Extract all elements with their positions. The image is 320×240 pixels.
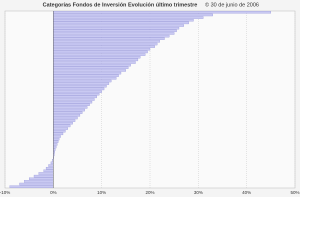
bar	[53, 137, 60, 141]
bar	[53, 82, 110, 85]
bar	[19, 182, 54, 186]
bar	[53, 16, 204, 19]
bar	[53, 127, 68, 130]
bar	[53, 37, 165, 40]
bar	[50, 161, 54, 165]
bar	[9, 185, 54, 188]
bar	[53, 87, 105, 91]
bar	[53, 63, 131, 67]
bar	[53, 114, 81, 117]
bar	[53, 79, 112, 83]
bar	[38, 172, 54, 175]
bar	[53, 19, 194, 22]
bar	[53, 95, 97, 99]
bar	[53, 24, 184, 27]
bar	[29, 177, 54, 180]
bar	[53, 143, 58, 146]
bar	[53, 145, 57, 149]
x-tick-label: 50%	[290, 190, 299, 195]
chart-title: Categorías Fondos de Inversión Evolución…	[43, 2, 198, 8]
bar	[43, 169, 54, 173]
bar	[45, 166, 54, 170]
bar	[53, 48, 151, 51]
bar	[53, 61, 136, 64]
bar	[53, 100, 93, 104]
x-tick-label: 10%	[97, 190, 106, 195]
bar	[53, 111, 83, 114]
bar	[53, 69, 126, 72]
bar	[53, 106, 88, 109]
bar	[53, 129, 66, 133]
bar	[53, 74, 119, 77]
bar	[53, 85, 107, 88]
bar	[53, 45, 155, 48]
bar	[53, 50, 148, 54]
bar	[53, 53, 146, 56]
bar	[53, 122, 73, 125]
x-tick-label: 30%	[194, 190, 203, 195]
bar	[53, 71, 122, 75]
bar	[53, 66, 129, 70]
bar	[53, 124, 71, 128]
bar	[53, 98, 95, 101]
bar	[53, 13, 213, 17]
bar	[24, 180, 54, 183]
chart-subtitle: © 30 de junio de 2006	[205, 1, 259, 8]
x-tick-label: 40%	[242, 190, 251, 195]
bar	[53, 116, 78, 120]
bar	[53, 148, 56, 151]
x-tick-label: 20%	[145, 190, 154, 195]
bar	[53, 58, 139, 62]
bar	[53, 32, 175, 35]
x-tick-label: 0%	[50, 190, 57, 195]
bar	[53, 93, 100, 96]
bar	[53, 108, 85, 112]
bar	[53, 119, 76, 122]
bar	[53, 90, 102, 93]
bar	[53, 140, 59, 143]
bar	[53, 29, 177, 33]
bar	[53, 103, 90, 106]
bar	[53, 34, 170, 38]
bar	[53, 42, 158, 46]
bar	[53, 26, 180, 30]
bar	[53, 56, 141, 59]
bar	[53, 77, 117, 80]
chart: Categorías Fondos de Inversión Evolución…	[0, 0, 300, 197]
bar	[33, 174, 54, 178]
bar	[48, 164, 54, 167]
x-tick-label: -10%	[0, 190, 10, 195]
bar	[53, 132, 64, 136]
bar	[53, 21, 189, 25]
bar	[53, 11, 271, 14]
bar	[53, 135, 61, 138]
bar	[53, 40, 160, 43]
